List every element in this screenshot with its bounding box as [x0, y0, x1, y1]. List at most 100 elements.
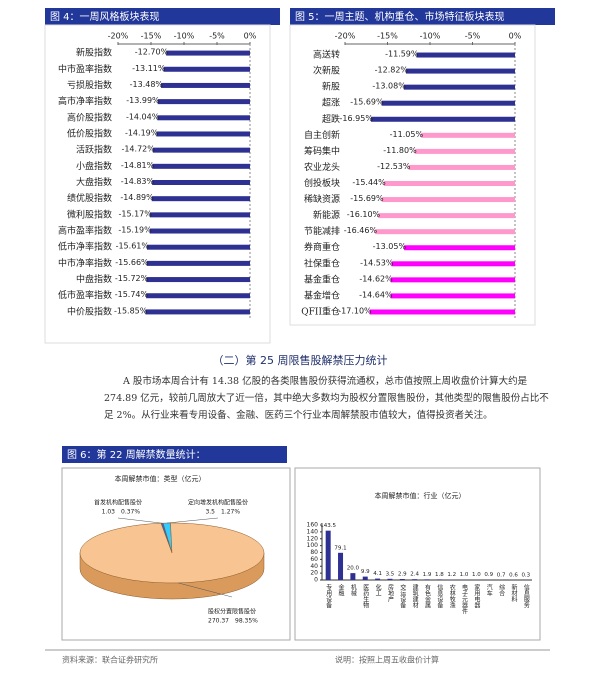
bar: [421, 132, 515, 138]
bar: [146, 260, 250, 266]
chart-title: 本周解禁市值：行业（亿元）: [375, 491, 466, 500]
slice-name: 首发机构配售股份: [94, 499, 142, 507]
bar: [149, 212, 250, 218]
value-label: 0.7: [497, 572, 506, 578]
value-label: -15.69%: [350, 194, 384, 203]
value-label: 1.0: [460, 572, 469, 578]
value-label: -12.70%: [135, 48, 169, 57]
bar: [404, 245, 515, 251]
category-label: 中价股指数: [67, 305, 112, 317]
bar: [387, 578, 393, 580]
bar: [370, 116, 515, 122]
value-label: 1.8: [435, 572, 444, 578]
category-label: 中盘指数: [76, 273, 112, 285]
value-label: 1.2: [447, 572, 456, 578]
bar: [381, 100, 515, 106]
bar: [146, 244, 250, 250]
value-label: -14.53%: [360, 258, 394, 267]
category-label: 金融: [337, 583, 344, 597]
y-tick-label: 100: [307, 542, 319, 549]
chart-panel: [294, 467, 541, 641]
footer-note: 说明：按照上周五收盘价计算: [335, 655, 439, 665]
bar: [383, 181, 515, 186]
value-label: 4.1: [373, 571, 382, 577]
y-tick-label: 140: [307, 528, 319, 535]
category-label: 中市盈率指数: [58, 63, 112, 75]
value-label: -11.05%: [390, 130, 424, 139]
chart-title: 本周解禁市值：类型（亿元）: [115, 474, 206, 483]
category-label: 机械: [349, 583, 356, 597]
bar: [399, 579, 405, 580]
category-label: 高市净率指数: [58, 95, 112, 107]
bar: [390, 293, 515, 299]
category-label: 次新股: [313, 65, 340, 77]
category-label: 农业龙头: [304, 161, 340, 173]
category-label: 有色金属: [424, 583, 431, 609]
bar: [151, 196, 250, 202]
category-label: 家用电器: [473, 583, 480, 609]
value-label: 9.9: [361, 569, 370, 575]
category-label: 超跌: [322, 113, 340, 125]
category-label: 新材料: [510, 583, 517, 603]
bar: [416, 52, 515, 58]
y-tick-label: 160: [307, 522, 319, 529]
y-tick-label: 60: [310, 556, 318, 563]
bar: [338, 552, 344, 580]
slice-percent: 98.35%: [235, 618, 258, 625]
bar: [375, 229, 515, 235]
category-label: 高价股指数: [67, 111, 112, 123]
bar: [325, 530, 331, 580]
value-label: -14.62%: [359, 274, 393, 283]
value-label: -15.19%: [118, 226, 152, 235]
category-label: 社保重仓: [304, 257, 340, 269]
bar: [378, 213, 515, 219]
bar: [152, 163, 250, 169]
category-label: 交运设备: [399, 583, 406, 609]
bar: [152, 180, 250, 185]
bar: [157, 99, 250, 105]
category-label: 新能源: [313, 209, 340, 221]
bar: [161, 82, 250, 88]
x-tick-label: -20%: [108, 32, 129, 41]
slice-value: 1.03: [102, 509, 116, 516]
value-label: 0.9: [484, 572, 493, 578]
bar: [152, 147, 250, 153]
category-label: 小盘指数: [76, 160, 112, 172]
value-label: -15.61%: [116, 242, 150, 251]
paragraph: A 股市场本周合计有 14.38 亿股的各类限售股份获得流通权，总市值按照上周收…: [104, 376, 549, 421]
category-label: 微利股指数: [67, 208, 112, 220]
bar: [436, 579, 442, 580]
pie-slice: [79, 522, 265, 584]
value-label: 2.4: [410, 572, 419, 578]
x-tick-label: -20%: [335, 32, 356, 41]
slice-name: 股权分置限售股份: [208, 608, 256, 616]
leader-line: [178, 582, 233, 598]
category-label: 信息服务: [522, 583, 529, 609]
section-heading: （二）第 25 周限售股解禁压力统计: [213, 353, 388, 367]
bar: [408, 164, 515, 170]
category-label: 低市盈率指数: [58, 289, 112, 301]
x-tick-label: 0%: [244, 32, 257, 41]
bar: [414, 148, 515, 154]
leader-line: [117, 517, 163, 524]
bar: [146, 293, 250, 299]
category-label: 筹码集中: [304, 145, 340, 157]
value-label: -14.72%: [121, 145, 155, 154]
category-label: 亏损股指数: [67, 79, 112, 91]
category-label: 稀缺资源: [304, 193, 340, 205]
value-label: -15.69%: [350, 98, 384, 107]
category-label: 新股: [322, 81, 340, 93]
x-tick-label: 0%: [509, 32, 522, 41]
category-label: 绩优股指数: [67, 192, 112, 204]
figure-title: 图 6：第 22 周解禁数量统计：: [67, 448, 206, 461]
category-label: 券商重仓: [304, 241, 340, 253]
bar: [156, 131, 250, 137]
bar: [146, 277, 250, 283]
value-label: 143.5: [320, 523, 336, 529]
bar: [362, 576, 368, 580]
category-label: 专用设备: [325, 583, 332, 609]
value-label: -13.08%: [372, 82, 406, 91]
value-label: -16.10%: [347, 210, 381, 219]
value-label: -15.72%: [115, 274, 149, 283]
